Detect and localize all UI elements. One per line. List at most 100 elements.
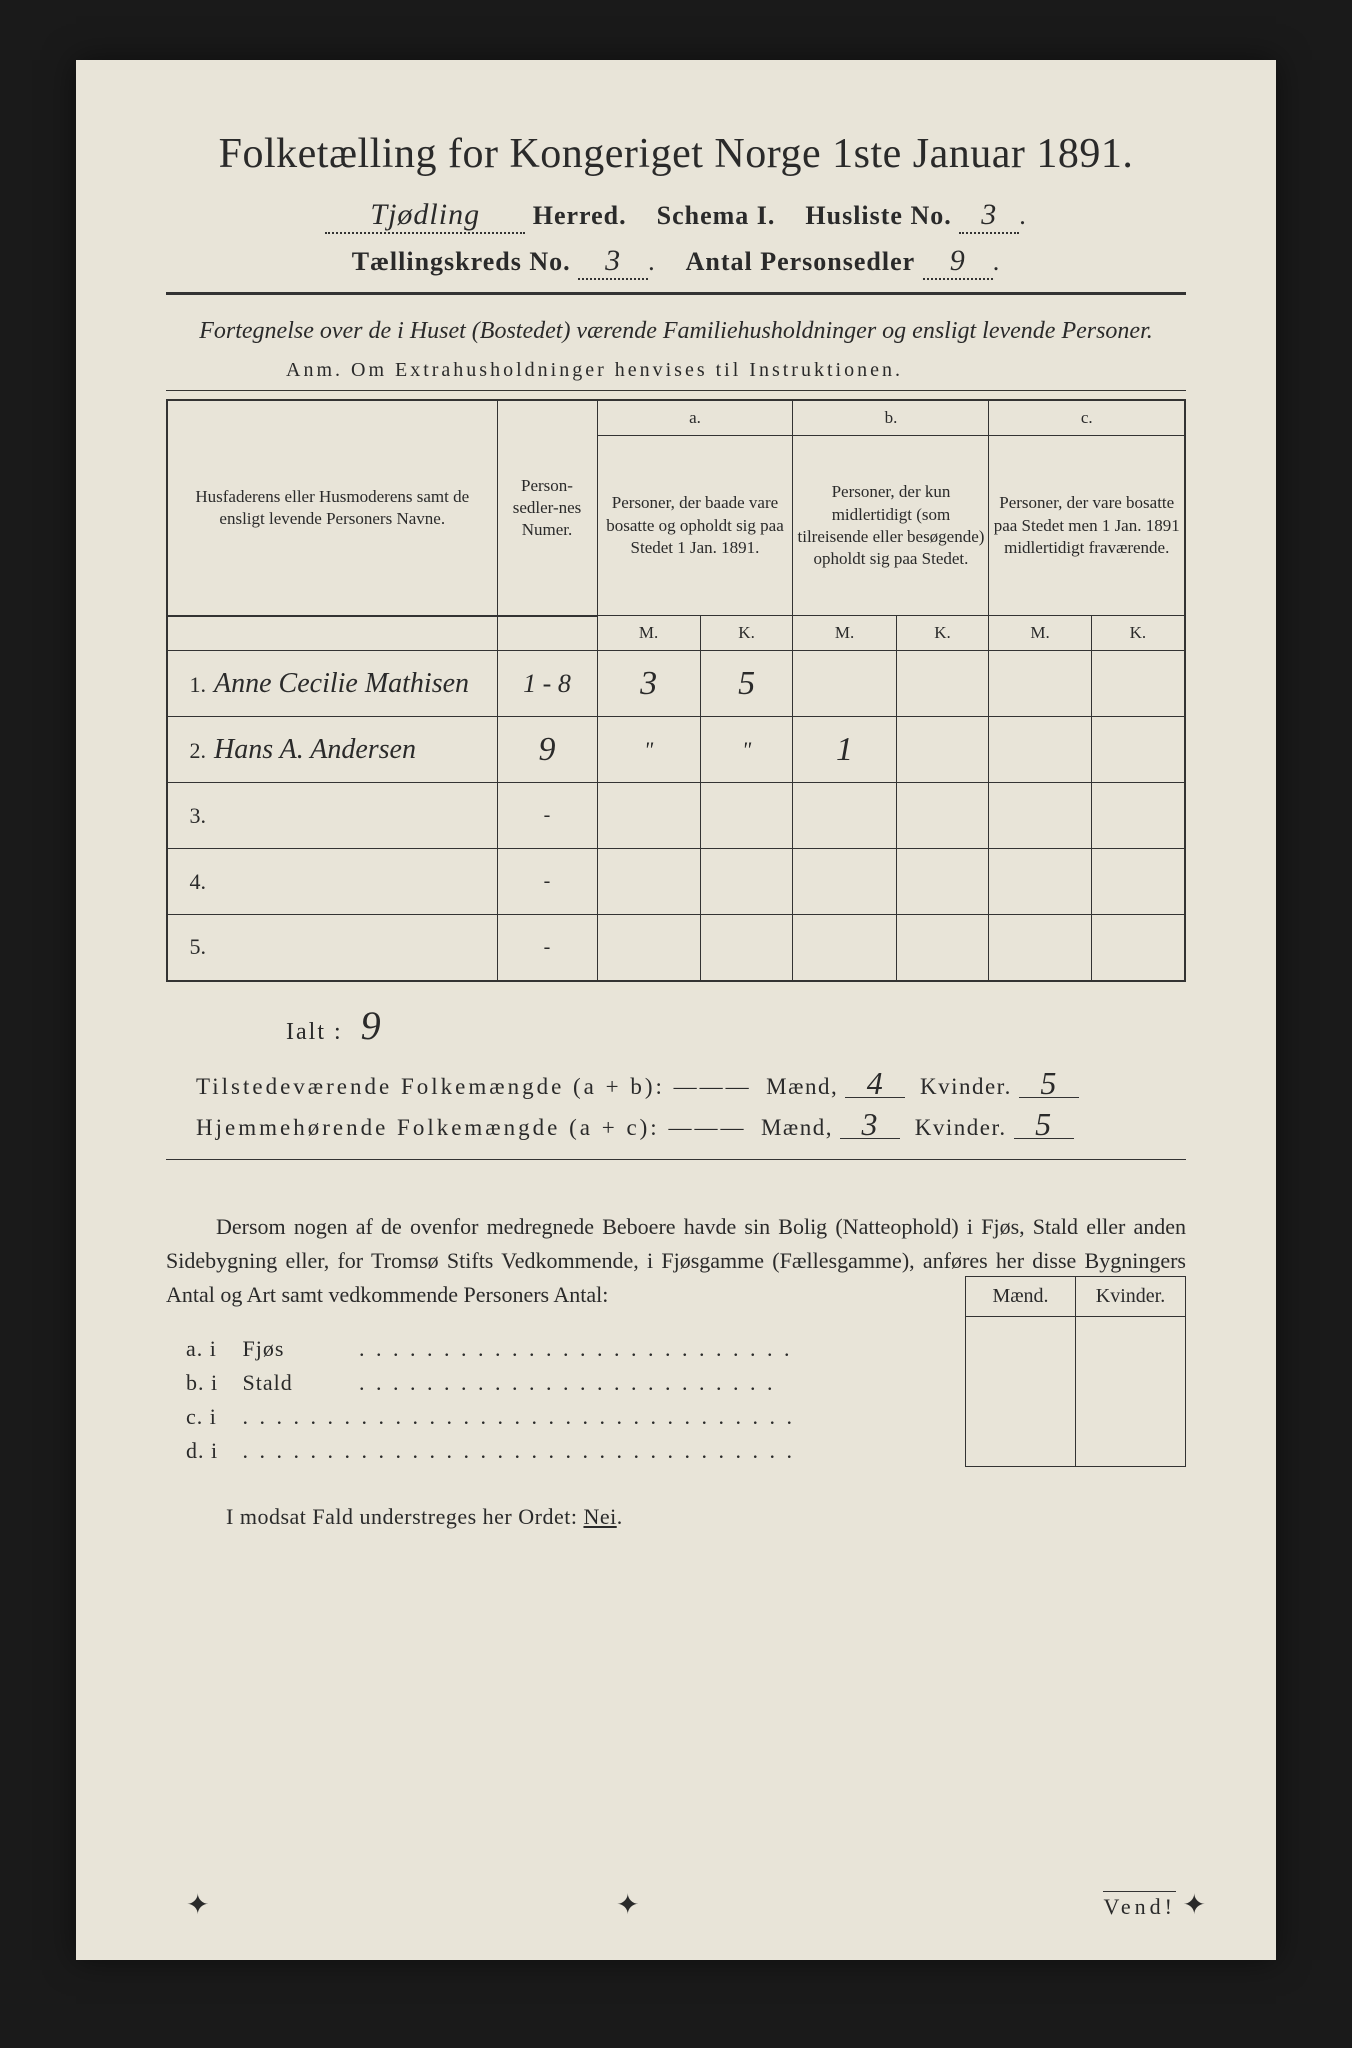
- sum-maend-label: Mænd,: [766, 1074, 838, 1099]
- row-4-cm: [989, 849, 1091, 915]
- table-row: 3. -: [167, 783, 1185, 849]
- row-2-numer: 9: [497, 717, 597, 783]
- row-1-cm: [989, 651, 1091, 717]
- sum-h-k: 5: [1014, 1110, 1074, 1140]
- table-row: 1.Anne Cecilie Mathisen 1 - 8 3 5: [167, 651, 1185, 717]
- row-3-cm: [989, 783, 1091, 849]
- row-5-name: 5.: [167, 915, 497, 981]
- census-form-page: Folketælling for Kongeriget Norge 1ste J…: [76, 60, 1276, 1960]
- modsat-word: Nei: [583, 1504, 616, 1529]
- col-c-top: c.: [989, 400, 1185, 436]
- antal-label: Antal Personsedler: [686, 247, 916, 276]
- herred-value: Tjødling: [325, 198, 525, 234]
- rule-1: [166, 292, 1186, 295]
- row-2-cm: [989, 717, 1091, 783]
- col-name: Husfaderens eller Husmoderens samt de en…: [167, 400, 497, 616]
- row-2-name: 2.Hans A. Andersen: [167, 717, 497, 783]
- table-row: 5. -: [167, 915, 1185, 981]
- rule-2: [166, 390, 1186, 391]
- row-2-ck: [1091, 717, 1185, 783]
- sum-t-label: Tilstedeværende Folkemængde (a + b): ———: [196, 1074, 752, 1099]
- antal-value: 9: [923, 244, 993, 280]
- modsat-line: I modsat Fald understreges her Ordet: Ne…: [226, 1504, 1186, 1530]
- mark-icon: ✦: [616, 1888, 639, 1922]
- row-5-am: [597, 915, 700, 981]
- row-1-bk: [896, 651, 989, 717]
- row-3-ck: [1091, 783, 1185, 849]
- col-c-k: K.: [1091, 616, 1185, 651]
- row-3-bm: [793, 783, 896, 849]
- side-kvinder: Kvinder.: [1076, 1276, 1186, 1316]
- sum-hjemme: Hjemmehørende Folkemængde (a + c): ——— M…: [196, 1110, 1186, 1141]
- row-3-ak: [700, 783, 793, 849]
- col-b: Personer, der kun midlertidigt (som tilr…: [793, 436, 989, 616]
- row-5-bk: [896, 915, 989, 981]
- row-2-ak: ": [700, 717, 793, 783]
- row-5-numer: -: [497, 915, 597, 981]
- row-1-am: 3: [597, 651, 700, 717]
- col-a-m: M.: [597, 616, 700, 651]
- schema-label: Schema I.: [657, 201, 776, 230]
- sidebox-wrap: Mænd. Kvinder. a. i Fjøs . . . . . . . .…: [166, 1336, 1186, 1464]
- anm-text: Anm. Om Extrahusholdninger henvises til …: [286, 359, 903, 381]
- row-4-name: 4.: [167, 849, 497, 915]
- col-b-top: b.: [793, 400, 989, 436]
- row-1-numer: 1 - 8: [497, 651, 597, 717]
- row-1-ck: [1091, 651, 1185, 717]
- sum-tilstede: Tilstedeværende Folkemængde (a + b): ———…: [196, 1069, 1186, 1100]
- sum-h-label: Hjemmehørende Folkemængde (a + c): ———: [196, 1115, 746, 1140]
- row-2-am: ": [597, 717, 700, 783]
- kreds-label: Tællingskreds No.: [352, 247, 571, 276]
- col-a: Personer, der baade vare bosatte og opho…: [597, 436, 793, 616]
- husliste-value: 3: [959, 198, 1019, 234]
- row-4-bm: [793, 849, 896, 915]
- row-1-name: 1.Anne Cecilie Mathisen: [167, 651, 497, 717]
- sum-h-m: 3: [840, 1110, 900, 1140]
- row-3-bk: [896, 783, 989, 849]
- row-1-ak: 5: [700, 651, 793, 717]
- rule-3: [166, 1159, 1186, 1160]
- sum-maend-label-2: Mænd,: [761, 1115, 833, 1140]
- table-row: 4. -: [167, 849, 1185, 915]
- col-c-m: M.: [989, 616, 1091, 651]
- row-3-numer: -: [497, 783, 597, 849]
- blank-2: [497, 616, 597, 651]
- row-2-bk: [896, 717, 989, 783]
- row-5-ak: [700, 915, 793, 981]
- sum-kvinder-label-2: Kvinder.: [915, 1115, 1007, 1140]
- row-4-am: [597, 849, 700, 915]
- side-kvinder-cell: [1076, 1316, 1186, 1466]
- row-1-bm: [793, 651, 896, 717]
- blank-1: [167, 616, 497, 651]
- row-5-ck: [1091, 915, 1185, 981]
- col-numer: Person-sedler-nes Numer.: [497, 400, 597, 616]
- col-a-k: K.: [700, 616, 793, 651]
- col-a-top: a.: [597, 400, 793, 436]
- row-4-numer: -: [497, 849, 597, 915]
- header-line-1: Tjødling Herred. Schema I. Husliste No. …: [166, 198, 1186, 234]
- sum-t-k: 5: [1019, 1069, 1079, 1099]
- col-b-m: M.: [793, 616, 896, 651]
- side-table: Mænd. Kvinder.: [965, 1276, 1186, 1467]
- row-4-ak: [700, 849, 793, 915]
- household-table: Husfaderens eller Husmoderens samt de en…: [166, 399, 1186, 982]
- ialt-value: 9: [361, 1003, 383, 1048]
- col-b-k: K.: [896, 616, 989, 651]
- row-4-ck: [1091, 849, 1185, 915]
- row-3-name: 3.: [167, 783, 497, 849]
- ialt-line: Ialt : 9: [286, 1002, 1186, 1049]
- header-line-2: Tællingskreds No. 3. Antal Personsedler …: [166, 244, 1186, 280]
- col-c: Personer, der vare bosatte paa Stedet me…: [989, 436, 1185, 616]
- herred-label: Herred.: [533, 201, 627, 230]
- row-2-bm: 1: [793, 717, 896, 783]
- subheading: Fortegnelse over de i Huset (Bostedet) v…: [166, 313, 1186, 349]
- row-5-bm: [793, 915, 896, 981]
- row-5-cm: [989, 915, 1091, 981]
- side-maend-cell: [966, 1316, 1076, 1466]
- anm-note: Anm. Om Extrahusholdninger henvises til …: [166, 359, 1186, 382]
- row-4-bk: [896, 849, 989, 915]
- husliste-label: Husliste No.: [805, 201, 951, 230]
- kreds-value: 3: [578, 244, 648, 280]
- modsat-pre: I modsat Fald understreges her Ordet:: [226, 1504, 583, 1529]
- table-row: 2.Hans A. Andersen 9 " " 1: [167, 717, 1185, 783]
